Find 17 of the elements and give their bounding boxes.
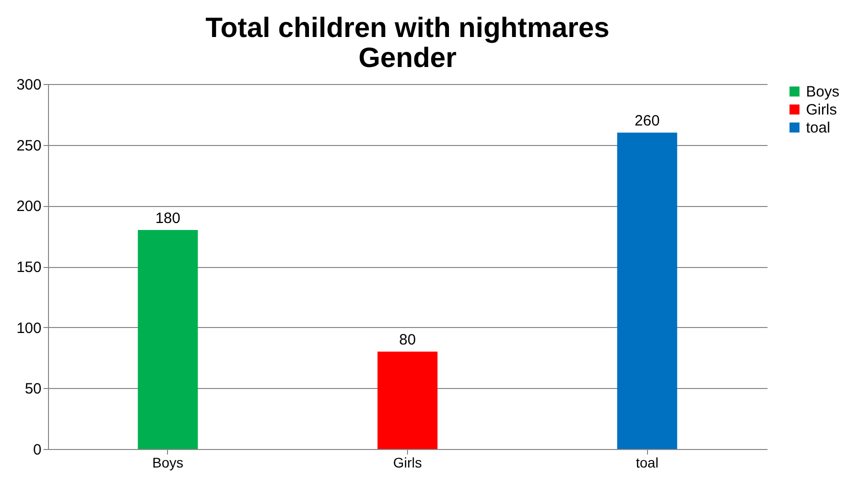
x-tick-label: Girls [393,454,422,470]
data-label: 260 [634,112,660,130]
y-tick-label: 150 [16,259,42,276]
y-tick-label: 200 [16,198,42,216]
y-tick-label: 50 [24,380,42,398]
x-tick-label: Boys [152,454,184,470]
legend-label: Girls [806,102,837,118]
data-label: 180 [155,210,180,227]
y-tick-label: 100 [16,320,42,337]
x-tick-label: toal [636,454,658,470]
chart-title: Total children with nightmares Gender [206,12,610,73]
y-tick-label: 0 [33,442,42,458]
y-tick-label: 300 [16,76,42,94]
y-tick-label: 250 [16,137,42,154]
legend-label: toal [806,120,830,136]
data-label: 80 [399,332,416,349]
legend-label: Boys [806,84,840,100]
